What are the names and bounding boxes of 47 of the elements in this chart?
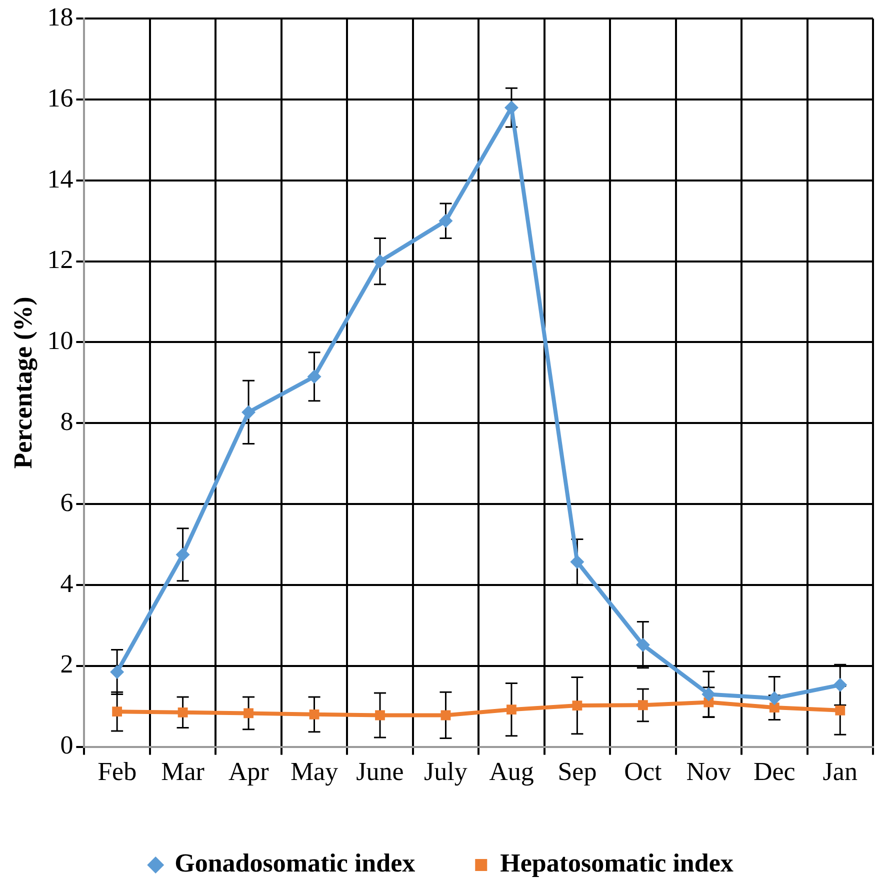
x-tick-label: Mar (161, 757, 205, 786)
x-tick-label: Oct (624, 757, 662, 786)
y-tick-label: 2 (60, 650, 74, 679)
point (638, 700, 648, 710)
x-tick-label: May (290, 757, 338, 786)
x-tick-label: Aug (489, 757, 534, 786)
x-tick-label: Feb (98, 757, 137, 786)
point (309, 709, 320, 720)
point (438, 214, 453, 228)
point (769, 702, 780, 713)
y-tick-label: 0 (60, 730, 74, 760)
y-tick-label: 14 (47, 164, 74, 194)
point (767, 691, 782, 706)
x-tick-label: Apr (228, 757, 270, 786)
point (702, 687, 716, 702)
point (440, 710, 451, 720)
y-tick-label: 4 (60, 568, 74, 598)
x-tick-label: Jan (822, 757, 858, 786)
legend-label: Gonadosomatic index (174, 848, 416, 878)
y-tick-label: 12 (47, 245, 74, 274)
point (506, 704, 516, 715)
y-axis-title: Percentage (%) (8, 296, 38, 469)
y-tick-label: 16 (47, 83, 74, 112)
point (178, 707, 188, 718)
point (244, 708, 254, 718)
y-tick-label: 6 (60, 488, 74, 517)
point (835, 705, 846, 716)
legend-label: Hepatosomatic index (500, 848, 734, 878)
point (375, 710, 385, 720)
point (307, 370, 322, 384)
point (636, 638, 650, 652)
point (570, 554, 584, 569)
x-tick-label: Sep (558, 757, 597, 786)
x-tick-label: June (356, 757, 404, 786)
y-tick-label: 10 (47, 326, 74, 356)
point (112, 706, 122, 717)
x-tick-label: Dec (753, 757, 796, 786)
point (110, 664, 124, 679)
point (176, 548, 190, 562)
point (833, 678, 848, 692)
point (242, 405, 256, 420)
point (373, 254, 387, 268)
point (572, 700, 582, 710)
y-tick-label: 18 (47, 2, 74, 32)
x-tick-label: July (424, 757, 468, 786)
y-tick-label: 8 (60, 406, 74, 436)
x-tick-label: Nov (686, 757, 732, 786)
